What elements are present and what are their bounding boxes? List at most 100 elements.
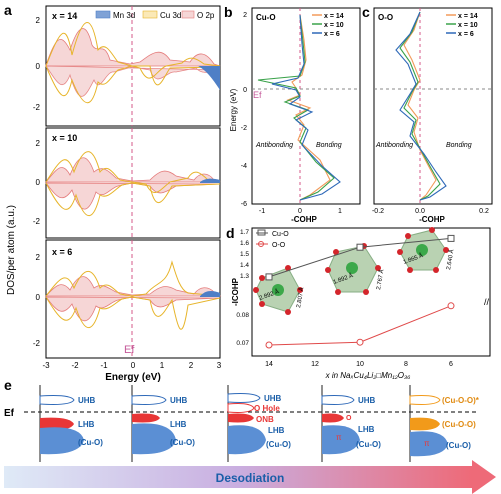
panel-e-ef: Ef [4,408,15,419]
panel-b-xtick: -1 [259,208,265,215]
stage-5-pi: π [424,439,430,448]
panel-c-antibonding: Antibonding [375,142,413,149]
panel-b-letter: b [224,4,233,20]
panel-a-xtick: 1 [160,361,165,370]
stage-4-base: (Cu-O) [356,440,381,449]
panel-c-legend-x14: x = 14 [458,13,478,20]
panel-d-xlabel: x in NaₓCu₄Li₂□Mn₁₂O₃₆ [325,371,412,380]
panel-c-letter: c [362,4,370,20]
panel-b-legend-x14: x = 14 [324,13,344,20]
panel-d-ytick: 0.08 [236,312,249,319]
stage-2-base: (Cu-O) [170,438,195,447]
panel-b-plot: 2 0 -2 -4 -6 Energy (eV) Cu-O x = 14 x =… [229,7,361,224]
panel-c-legend-x10: x = 10 [458,22,478,29]
panel-b-legend-x10: x = 10 [324,22,344,29]
stage-5-top: (Cu-O-O)* [442,396,480,405]
panel-d-legend-oo: O-O [272,242,286,249]
panel-a-xlabel: Energy (eV) [105,372,161,383]
stage-1-base: (Cu-O) [78,438,103,447]
stage-1: UHB LHB (Cu-O) [39,385,103,462]
data-point-cu-o-14 [265,273,273,281]
panel-d-xtick: 8 [404,361,408,368]
panel-a-xtick: 3 [217,361,222,370]
legend-cu3d: Cu 3d [160,11,181,20]
panel-a-ef: Ef [124,344,135,356]
bond-label-6: 2.640 Å [445,249,455,271]
panel-a1-ytick-2: 2 [36,16,41,25]
panel-d-plot: -ICOHP 1.7 1.6 1.5 1.4 1.3 0.08 0.07 // … [231,227,491,380]
panel-a1-label: x = 14 [52,11,77,21]
panel-c-plot: O-O x = 14 x = 10 x = 6 Antibonding Bond… [372,7,493,224]
data-point-o-o-6 [447,302,455,310]
panel-b-antibonding: Antibonding [255,142,293,149]
panel-b-ytick: 0 [243,87,247,94]
bond-label-4: 2.767 Å [375,269,385,291]
panel-a3-label: x = 6 [52,247,72,257]
panel-d-ytick: 1.6 [240,240,249,247]
panel-b-ytick: 2 [243,12,247,19]
stage-3-uhb: UHB [264,394,282,403]
panel-b-ytick: -2 [241,125,247,132]
panel-d-data-marks [265,234,455,349]
panel-b-title: Cu-O [256,13,276,22]
data-point-o-o-14 [265,341,273,349]
panel-a-letter: a [4,2,12,18]
panel-a-xtick: -1 [100,361,108,370]
panel-a2-ytick-m2: -2 [33,217,41,226]
panel-c-xtick: -0.2 [372,208,384,215]
panel-b-ytick: -6 [241,201,247,208]
desodiation-label: Desodiation [216,471,285,485]
panel-d-ytick: 1.4 [240,262,249,269]
panel-a3-ytick-m2: -2 [33,339,41,348]
panel-d-ytick: 1.7 [240,229,249,236]
stage-3-hole: O Hole [254,404,280,413]
stage-4-o: O [346,415,352,422]
data-point-cu-o-6 [447,234,455,242]
panel-c-bonding: Bonding [446,142,472,149]
bond-label-2: 2.807 Å [295,287,305,309]
panel-c-legend-x6: x = 6 [458,31,474,38]
stage-4-lhb: LHB [358,425,375,434]
stage-3-lhb: LHB [268,426,285,435]
stage-5: (Cu-O-O)* (Cu-O-O) (Cu-O) π [409,385,480,462]
panel-d-ylabel: -ICOHP [231,277,240,306]
panel-d-legend-cuo: Cu-O [272,231,289,238]
panel-a-xtick: -3 [42,361,50,370]
panel-d-axis-break: // [484,297,490,307]
octahedron-cluster-2 [325,243,381,295]
stage-2-uhb: UHB [170,396,188,405]
stage-5-base: (Cu-O) [446,441,471,450]
panel-a-ylabel: DOS/per atom (a.u.) [6,205,17,295]
panel-a2-label: x = 10 [52,133,77,143]
panel-a3-ytick-2: 2 [36,253,41,262]
panel-c-xtick: 0.2 [479,208,489,215]
panel-a-subplot-x6: 2 0 -2 x = 6 Ef [33,239,222,359]
panel-b-xlabel: -COHP [291,215,317,224]
panel-a2-ytick-0: 0 [36,178,41,187]
panel-a-xtick: -2 [71,361,79,370]
panel-a-xtick: 0 [131,361,136,370]
panel-e-letter: e [4,377,12,393]
panel-d-xtick: 10 [356,361,364,368]
stage-4: UHB O LHB (Cu-O) π [321,385,381,462]
panel-b-bonding: Bonding [316,142,342,149]
panel-d-xtick: 6 [449,361,453,368]
panel-a-subplot-x14: 2 0 -2 x = 14 Mn 3d Cu 3d O 2p [33,5,221,127]
stage-3-onb: ONB [256,415,274,424]
desodiation-arrow: Desodiation [4,460,496,494]
stage-2-lhb: LHB [170,420,187,429]
panel-c-xtick: 0.0 [415,208,425,215]
panel-b-ytick: -4 [241,163,247,170]
stage-5-mid: (Cu-O-O) [442,420,476,429]
panel-c-xlabel: -COHP [419,215,445,224]
panel-a3-ytick-0: 0 [36,293,41,302]
panel-a1-ytick-m2: -2 [33,103,41,112]
panel-b-legend-x6: x = 6 [324,31,340,38]
panel-b-ef: Ef [253,90,262,100]
panel-a-xtick: 2 [189,361,194,370]
octahedron-cluster-3 [397,227,449,273]
panel-d-ytick: 1.3 [240,273,249,280]
panel-d-xtick: 14 [265,361,273,368]
panel-b-xtick: 0 [298,208,302,215]
